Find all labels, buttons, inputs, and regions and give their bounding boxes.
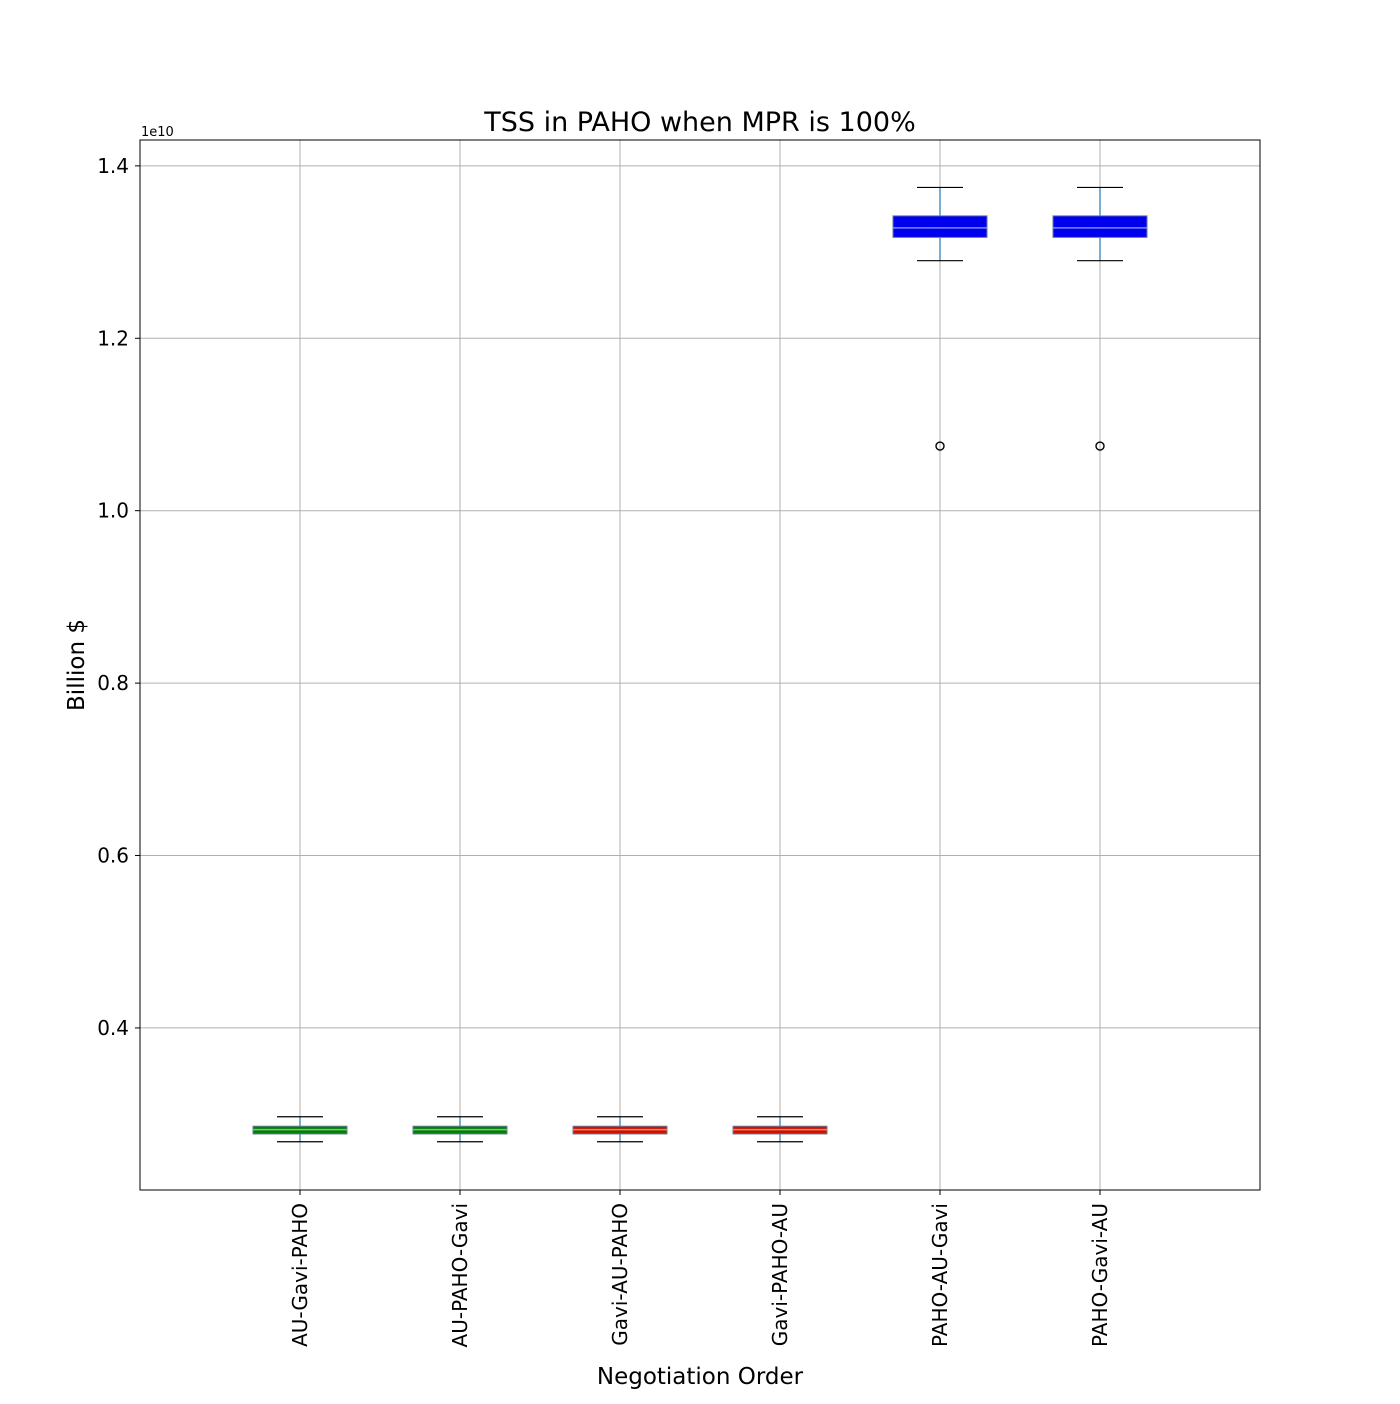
box-PAHO-AU-Gavi — [892, 186, 988, 451]
x-tick-label: AU-Gavi-PAHO — [288, 1203, 312, 1347]
x-axis-label: Negotiation Order — [597, 1364, 804, 1390]
y-offset-label: 1e10 — [141, 125, 174, 140]
y-tick-label: 0.8 — [97, 671, 129, 695]
y-tick-label: 1.0 — [97, 499, 129, 523]
y-tick-label: 0.4 — [97, 1016, 129, 1040]
x-tick-label: PAHO-Gavi-AU — [1088, 1203, 1112, 1347]
x-tick-label: Gavi-PAHO-AU — [768, 1203, 792, 1346]
y-axis-label: Billion $ — [64, 619, 90, 711]
box-AU-Gavi-PAHO — [252, 1116, 348, 1143]
chart-title: TSS in PAHO when MPR is 100% — [483, 107, 915, 138]
box-AU-PAHO-Gavi — [412, 1116, 508, 1143]
outlier-point — [935, 441, 945, 451]
box-Gavi-AU-PAHO — [572, 1116, 668, 1143]
y-tick-label: 1.2 — [97, 326, 129, 350]
box-body — [892, 215, 988, 238]
x-tick-label: PAHO-AU-Gavi — [928, 1203, 952, 1347]
y-axis-ticks: 0.4 0.6 0.8 1.0 1.2 1.4 — [97, 154, 140, 1040]
box-body — [1052, 215, 1148, 238]
box-Gavi-PAHO-AU — [732, 1116, 828, 1143]
grid — [140, 140, 1260, 1190]
plot-frame — [139, 139, 1261, 1191]
outlier-point — [1095, 441, 1105, 451]
y-tick-label: 0.6 — [97, 844, 129, 868]
x-axis-ticks: AU-Gavi-PAHO AU-PAHO-Gavi Gavi-AU-PAHO Gavi… — [288, 1190, 1112, 1347]
y-tick-label: 1.4 — [97, 154, 129, 178]
box-plots — [252, 186, 1148, 1143]
x-tick-label: AU-PAHO-Gavi — [448, 1203, 472, 1347]
box-PAHO-Gavi-AU — [1052, 186, 1148, 451]
x-tick-label: Gavi-AU-PAHO — [608, 1203, 632, 1346]
